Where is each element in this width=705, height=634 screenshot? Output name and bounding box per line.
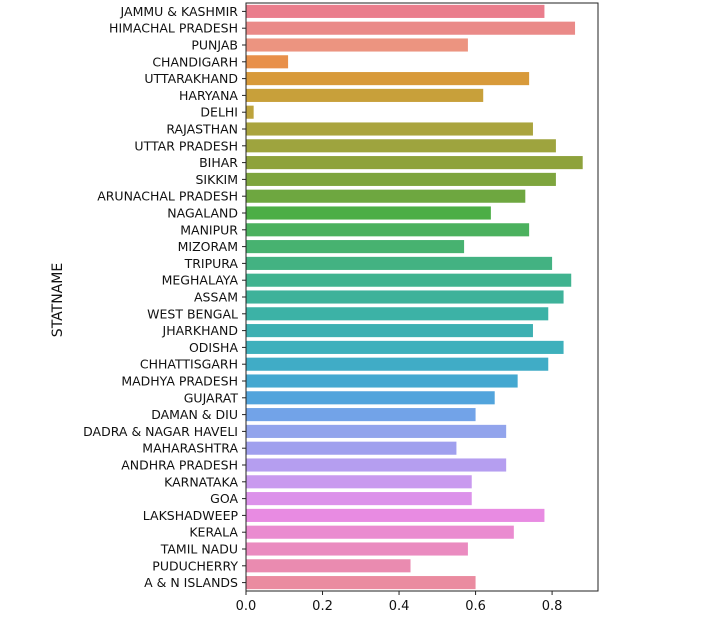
y-tick-label: ARUNACHAL PRADESH [97, 189, 238, 204]
y-tick-label: SIKKIM [196, 172, 239, 187]
y-tick-label: TAMIL NADU [160, 542, 238, 557]
bar [246, 391, 495, 405]
bar [246, 4, 545, 18]
bar [246, 273, 572, 287]
bar [246, 357, 549, 371]
bar [246, 206, 491, 220]
y-tick-label: JAMMU & KASHMIR [120, 4, 239, 19]
bar [246, 542, 468, 556]
bar [246, 72, 530, 86]
y-tick-label: DADRA & NAGAR HAVELI [83, 424, 238, 439]
bar [246, 122, 533, 136]
bar [246, 88, 484, 102]
bar [246, 559, 411, 573]
x-tick-label-group: 0.0 0.2 0.4 0.6 0.8 [236, 591, 563, 614]
bar [246, 223, 530, 237]
y-tick-label: HARYANA [179, 88, 238, 103]
bar [246, 441, 457, 455]
bar [246, 256, 553, 270]
x-tick-label: 0.6 [465, 599, 486, 614]
y-tick-label: UTTARAKHAND [144, 71, 238, 86]
y-tick-label: MIZORAM [178, 239, 238, 254]
y-tick-label: DELHI [200, 105, 238, 120]
y-tick-label: HIMACHAL PRADESH [109, 21, 238, 36]
bar [246, 105, 254, 119]
x-tick-label: 0.8 [542, 599, 563, 614]
bar [246, 172, 556, 186]
bar [246, 458, 507, 472]
y-tick-label: NAGALAND [167, 206, 238, 221]
bar [246, 139, 556, 153]
x-tick-label: 0.4 [389, 599, 410, 614]
y-tick-label: ODISHA [189, 340, 238, 355]
y-tick-label: KARNATAKA [164, 474, 238, 489]
y-tick-label: ANDHRA PRADESH [121, 458, 238, 473]
y-tick-label: MEGHALAYA [162, 273, 239, 288]
bar [246, 374, 518, 388]
y-tick-label: UTTAR PRADESH [134, 138, 238, 153]
y-tick-label: MADHYA PRADESH [121, 374, 238, 389]
bar [246, 525, 514, 539]
y-tick-label: JHARKHAND [162, 323, 238, 338]
y-tick-label: KERALA [189, 525, 238, 540]
bar [246, 340, 564, 354]
bar [246, 408, 476, 422]
y-tick-label: DAMAN & DIU [151, 407, 238, 422]
y-tick-label-group: JAMMU & KASHMIR HIMACHAL PRADESH PUNJABCHA… [83, 4, 246, 590]
bar [246, 424, 507, 438]
bar [246, 156, 583, 170]
bar [246, 290, 564, 304]
bar [246, 508, 545, 522]
y-tick-label: CHHATTISGARH [140, 357, 238, 372]
y-tick-label: RAJASTHAN [166, 122, 238, 137]
x-tick-label: 0.0 [236, 599, 257, 614]
bar [246, 324, 533, 338]
bar [246, 307, 549, 321]
y-tick-label: CHANDIGARH [152, 54, 238, 69]
y-tick-label: A & N ISLANDS [144, 575, 238, 590]
bar-group [246, 4, 583, 590]
bar [246, 38, 468, 52]
y-tick-label: PUDUCHERRY [152, 558, 238, 573]
y-axis-label: STATNAME [50, 263, 66, 337]
y-tick-label: LAKSHADWEEP [143, 508, 239, 523]
y-tick-label: GUJARAT [184, 390, 239, 405]
y-tick-label: PUNJAB [191, 38, 238, 53]
y-tick-label: TRIPURA [184, 256, 239, 271]
plot-frame [245, 2, 599, 592]
y-tick-label: MAHARASHTRA [142, 441, 238, 456]
bar [246, 240, 465, 254]
bar [246, 189, 526, 203]
y-tick-label: GOA [210, 491, 238, 506]
y-tick-label: MANIPUR [180, 222, 238, 237]
bar [246, 492, 472, 506]
bar [246, 576, 476, 590]
y-tick-label: ASSAM [194, 290, 238, 305]
bar [246, 475, 472, 489]
y-tick-label: BIHAR [199, 155, 238, 170]
x-tick-label: 0.2 [312, 599, 333, 614]
bar [246, 55, 289, 69]
y-tick-label: WEST BENGAL [147, 306, 238, 321]
bar [246, 21, 576, 35]
